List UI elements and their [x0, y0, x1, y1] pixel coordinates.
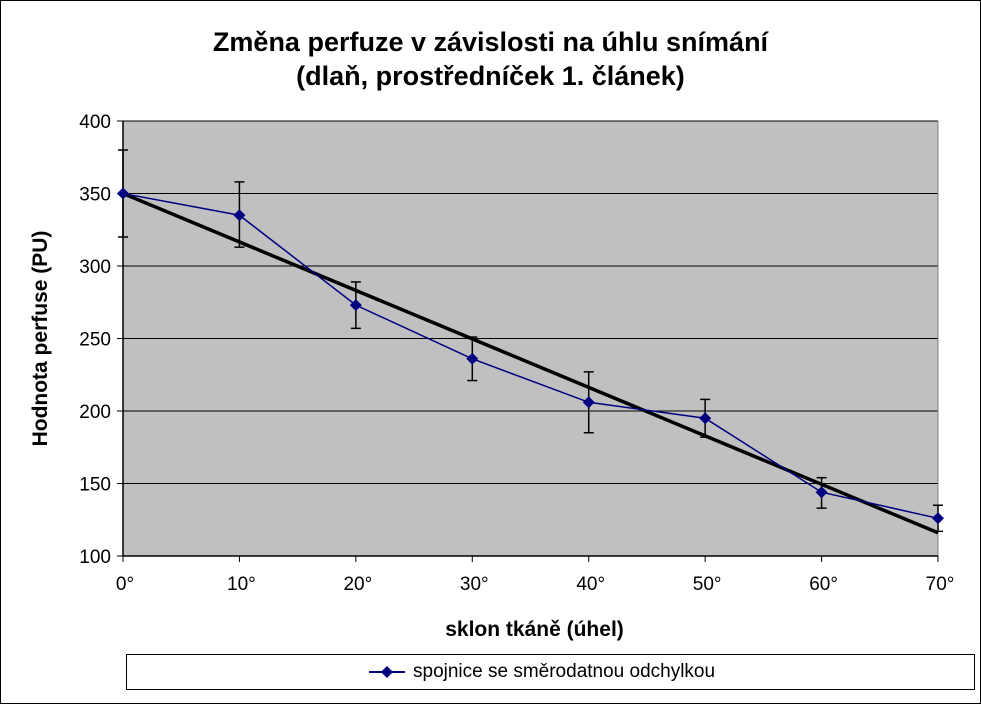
data-point [349, 299, 362, 312]
x-tick-label: 50° [693, 574, 722, 595]
x-tick-label: 60° [809, 574, 838, 595]
chart-title: Změna perfuze v závislosti na úhlu snímá… [212, 27, 769, 57]
legend: spojnice se směrodatnou odchylkou [126, 654, 975, 690]
series-line [122, 192, 939, 520]
y-tick-label: 150 [79, 475, 111, 496]
x-tick-label: 30° [460, 574, 489, 595]
y-tick-label: 250 [79, 330, 111, 351]
trendline [122, 191, 939, 535]
chart-subtitle: (dlaň, prostředníček 1. článek) [296, 61, 685, 91]
data-point [932, 512, 944, 525]
legend-label: spojnice se směrodatnou odchylkou [413, 661, 716, 682]
y-tick-label: 200 [79, 402, 111, 423]
data-point [815, 486, 828, 499]
legend-swatch [369, 666, 405, 678]
y-tick-label: 350 [79, 185, 111, 206]
data-point [117, 187, 129, 200]
data-point [466, 352, 479, 365]
x-tick-label: 20° [343, 574, 372, 595]
data-point [582, 396, 595, 409]
y-tick-label: 400 [79, 112, 111, 133]
y-tick-label: 300 [79, 257, 111, 278]
x-tick-label: 40° [576, 574, 605, 595]
x-tick-label: 10° [227, 574, 256, 595]
y-tick-label: 100 [79, 547, 111, 568]
y-axis-label: Hodnota perfuse (PU) [29, 231, 52, 447]
data-point [233, 209, 246, 222]
data-point [699, 412, 712, 425]
x-tick-label: 70° [926, 574, 955, 595]
x-tick-label: 0° [116, 574, 134, 595]
x-axis-label: sklon tkáně (úhel) [445, 618, 624, 641]
legend-item: spojnice se směrodatnou odchylkou [367, 655, 715, 689]
